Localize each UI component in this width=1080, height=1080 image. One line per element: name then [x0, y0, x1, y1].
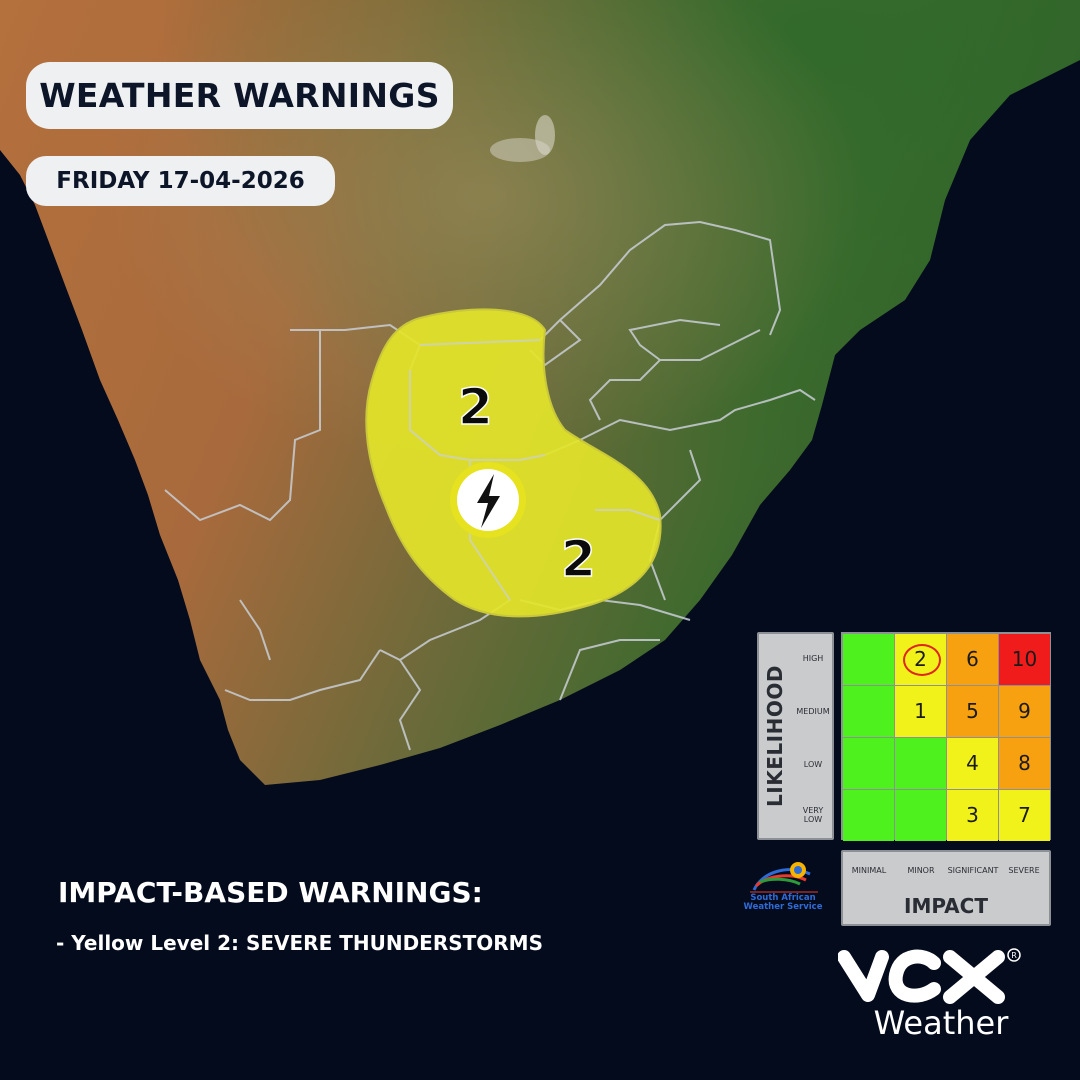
- saws-logo: [750, 862, 818, 893]
- matrix-cell: 3: [947, 790, 998, 841]
- matrix-cell: 4: [947, 738, 998, 789]
- matrix-grid: 2 6 10 1 5 9 4 8 3 7: [841, 632, 1051, 841]
- likelihood-level: VERY LOW: [802, 806, 824, 824]
- impact-level: MINIMAL: [851, 866, 887, 875]
- matrix-cell: [843, 790, 894, 841]
- vox-weather-wordmark: Weather: [873, 1004, 1009, 1042]
- circled-level-marker: [903, 644, 941, 676]
- lightning-icon: [450, 462, 526, 538]
- matrix-cell: 7: [999, 790, 1050, 841]
- impact-level: SIGNIFICANT: [947, 866, 999, 875]
- warning-level-label: 2: [560, 529, 596, 589]
- page-title: WEATHER WARNINGS: [26, 62, 453, 129]
- saws-logo-text: South African Weather Service: [743, 893, 823, 912]
- matrix-cell: 1: [895, 686, 946, 737]
- impact-heading: IMPACT-BASED WARNINGS:: [58, 876, 483, 909]
- impact-level: SEVERE: [1008, 866, 1040, 875]
- svg-text:R: R: [1011, 951, 1017, 960]
- matrix-cell: 2: [895, 634, 946, 685]
- risk-matrix: LIKELIHOOD HIGH MEDIUM LOW VERY LOW 2 6 10…: [755, 630, 1053, 926]
- impact-title: IMPACT: [904, 894, 988, 918]
- likelihood-level: LOW: [803, 760, 823, 769]
- impact-level: MINOR: [907, 866, 935, 875]
- matrix-cell: [843, 686, 894, 737]
- matrix-cell: [843, 738, 894, 789]
- matrix-cell: 5: [947, 686, 998, 737]
- matrix-cell: [843, 634, 894, 685]
- warning-level-label: 2: [457, 377, 493, 437]
- date-badge: FRIDAY 17-04-2026: [26, 156, 335, 206]
- likelihood-level: MEDIUM: [796, 707, 830, 716]
- impact-axis: MINIMAL MINOR SIGNIFICANT SEVERE IMPACT: [841, 850, 1051, 926]
- likelihood-axis: LIKELIHOOD HIGH MEDIUM LOW VERY LOW: [757, 632, 834, 840]
- matrix-cell: 6: [947, 634, 998, 685]
- matrix-cell: 8: [999, 738, 1050, 789]
- warning-area-yellow: [365, 308, 662, 618]
- matrix-cell: [895, 790, 946, 841]
- matrix-cell: 10: [999, 634, 1050, 685]
- matrix-cell: [895, 738, 946, 789]
- impact-item: - Yellow Level 2: SEVERE THUNDERSTORMS: [56, 931, 543, 955]
- likelihood-title: LIKELIHOOD: [763, 665, 787, 807]
- vox-logo: R: [838, 948, 1021, 1004]
- matrix-cell: 9: [999, 686, 1050, 737]
- likelihood-level: HIGH: [802, 654, 824, 663]
